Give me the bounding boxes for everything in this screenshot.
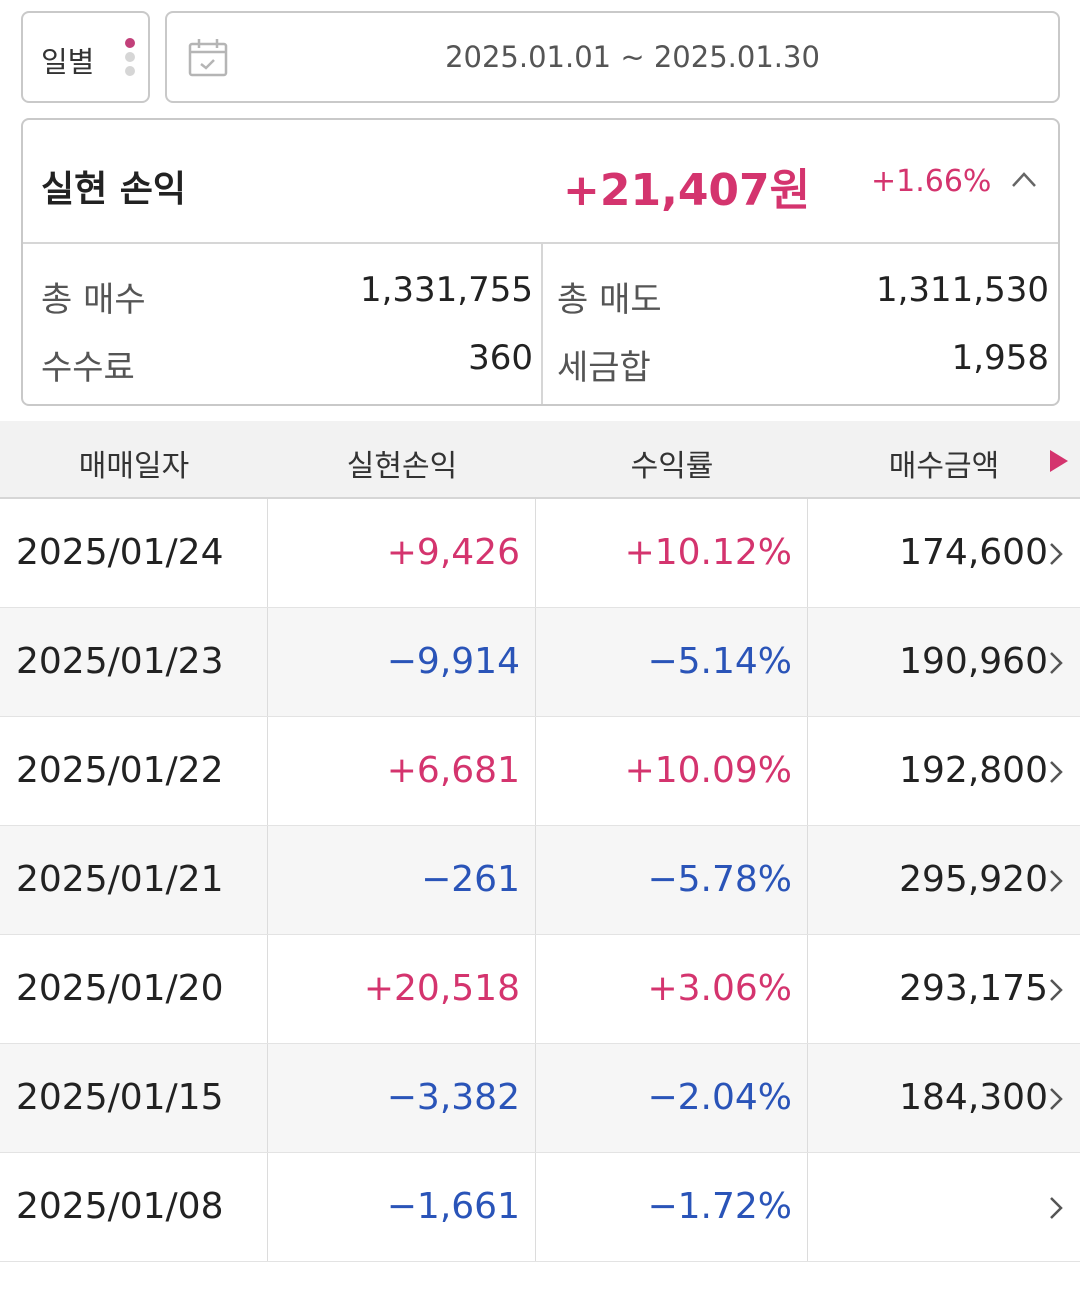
- chevron-right-icon[interactable]: [1048, 541, 1064, 567]
- row-date: 2025/01/24: [16, 532, 224, 573]
- chevron-up-icon[interactable]: [1009, 168, 1039, 192]
- period-toggle-dots: [125, 38, 137, 80]
- date-range-text: 2025.01.01 ~ 2025.01.30: [445, 40, 820, 74]
- table-row[interactable]: 2025/01/08 −1,661 −1.72%: [0, 1153, 1080, 1262]
- col-header-return-rate[interactable]: 수익률: [630, 449, 714, 484]
- col-header-date[interactable]: 매매일자: [78, 449, 190, 484]
- chevron-right-icon[interactable]: [1048, 868, 1064, 894]
- col-header-buy-amount[interactable]: 매수금액: [888, 449, 1000, 484]
- calendar-icon: [188, 39, 228, 77]
- table-header: 매매일자 실현손익 수익률 매수금액: [0, 421, 1080, 499]
- row-buy-amount: 295,920: [899, 859, 1048, 900]
- period-label: 일별: [41, 45, 95, 79]
- chevron-right-icon[interactable]: [1048, 1086, 1064, 1112]
- row-return-rate: −2.04%: [647, 1077, 792, 1118]
- period-selector[interactable]: 일별: [21, 11, 150, 103]
- tax-value: 1,958: [951, 338, 1049, 378]
- row-realized-pl: +9,426: [386, 532, 520, 573]
- table-row[interactable]: 2025/01/21 −261 −5.78% 295,920: [0, 826, 1080, 935]
- summary-divider: [541, 244, 543, 404]
- row-date: 2025/01/23: [16, 641, 224, 682]
- total-sell-label: 총 매도: [557, 280, 662, 320]
- row-buy-amount: 293,175: [899, 968, 1048, 1009]
- row-date: 2025/01/22: [16, 750, 224, 791]
- summary-header[interactable]: 실현 손익 +21,407원 +1.66%: [23, 120, 1058, 244]
- realized-pl-summary: 실현 손익 +21,407원 +1.66% 총 매수 1,331,755 총 매…: [21, 118, 1060, 406]
- row-realized-pl: −1,661: [386, 1186, 520, 1227]
- fee-value: 360: [468, 338, 533, 378]
- total-realized-pl: +21,407원: [563, 165, 811, 216]
- row-return-rate: +3.06%: [647, 968, 792, 1009]
- row-buy-amount: [808, 1153, 1068, 1261]
- row-date: 2025/01/21: [16, 859, 224, 900]
- col-header-realized-pl[interactable]: 실현손익: [346, 449, 458, 484]
- row-realized-pl: −3,382: [386, 1077, 520, 1118]
- chevron-right-icon[interactable]: [1048, 650, 1064, 676]
- row-realized-pl: +6,681: [386, 750, 520, 791]
- row-buy-amount: 192,800: [899, 750, 1048, 791]
- table-row[interactable]: 2025/01/24 +9,426 +10.12% 174,600: [0, 499, 1080, 608]
- play-right-icon[interactable]: [1050, 450, 1068, 472]
- row-date: 2025/01/15: [16, 1077, 224, 1118]
- row-date: 2025/01/20: [16, 968, 224, 1009]
- row-realized-pl: +20,518: [363, 968, 520, 1009]
- table-row[interactable]: 2025/01/22 +6,681 +10.09% 192,800: [0, 717, 1080, 826]
- row-return-rate: +10.12%: [624, 532, 792, 573]
- total-buy-label: 총 매수: [41, 280, 146, 320]
- row-buy-amount: 190,960: [899, 641, 1048, 682]
- total-sell-value: 1,311,530: [875, 270, 1049, 310]
- row-return-rate: −5.14%: [647, 641, 792, 682]
- table-row[interactable]: 2025/01/23 −9,914 −5.14% 190,960: [0, 608, 1080, 717]
- total-buy-value: 1,331,755: [359, 270, 533, 310]
- row-realized-pl: −9,914: [386, 641, 520, 682]
- row-date: 2025/01/08: [16, 1186, 224, 1227]
- row-realized-pl: −261: [421, 859, 520, 900]
- chevron-right-icon[interactable]: [1048, 977, 1064, 1003]
- date-range-picker[interactable]: 2025.01.01 ~ 2025.01.30: [165, 11, 1060, 103]
- table-row[interactable]: 2025/01/20 +20,518 +3.06% 293,175: [0, 935, 1080, 1044]
- fee-label: 수수료: [41, 348, 135, 388]
- row-return-rate: −5.78%: [647, 859, 792, 900]
- tax-label: 세금합: [557, 348, 651, 388]
- chevron-right-icon[interactable]: [1048, 1195, 1064, 1221]
- row-return-rate: +10.09%: [624, 750, 792, 791]
- summary-title: 실현 손익: [41, 169, 187, 210]
- chevron-right-icon[interactable]: [1048, 759, 1064, 785]
- row-buy-amount: 174,600: [899, 532, 1048, 573]
- row-buy-amount: 184,300: [899, 1077, 1048, 1118]
- total-return-rate: +1.66%: [871, 164, 992, 199]
- trade-list: 2025/01/24 +9,426 +10.12% 174,600 2025/0…: [0, 499, 1080, 1262]
- table-row[interactable]: 2025/01/15 −3,382 −2.04% 184,300: [0, 1044, 1080, 1153]
- row-return-rate: −1.72%: [647, 1186, 792, 1227]
